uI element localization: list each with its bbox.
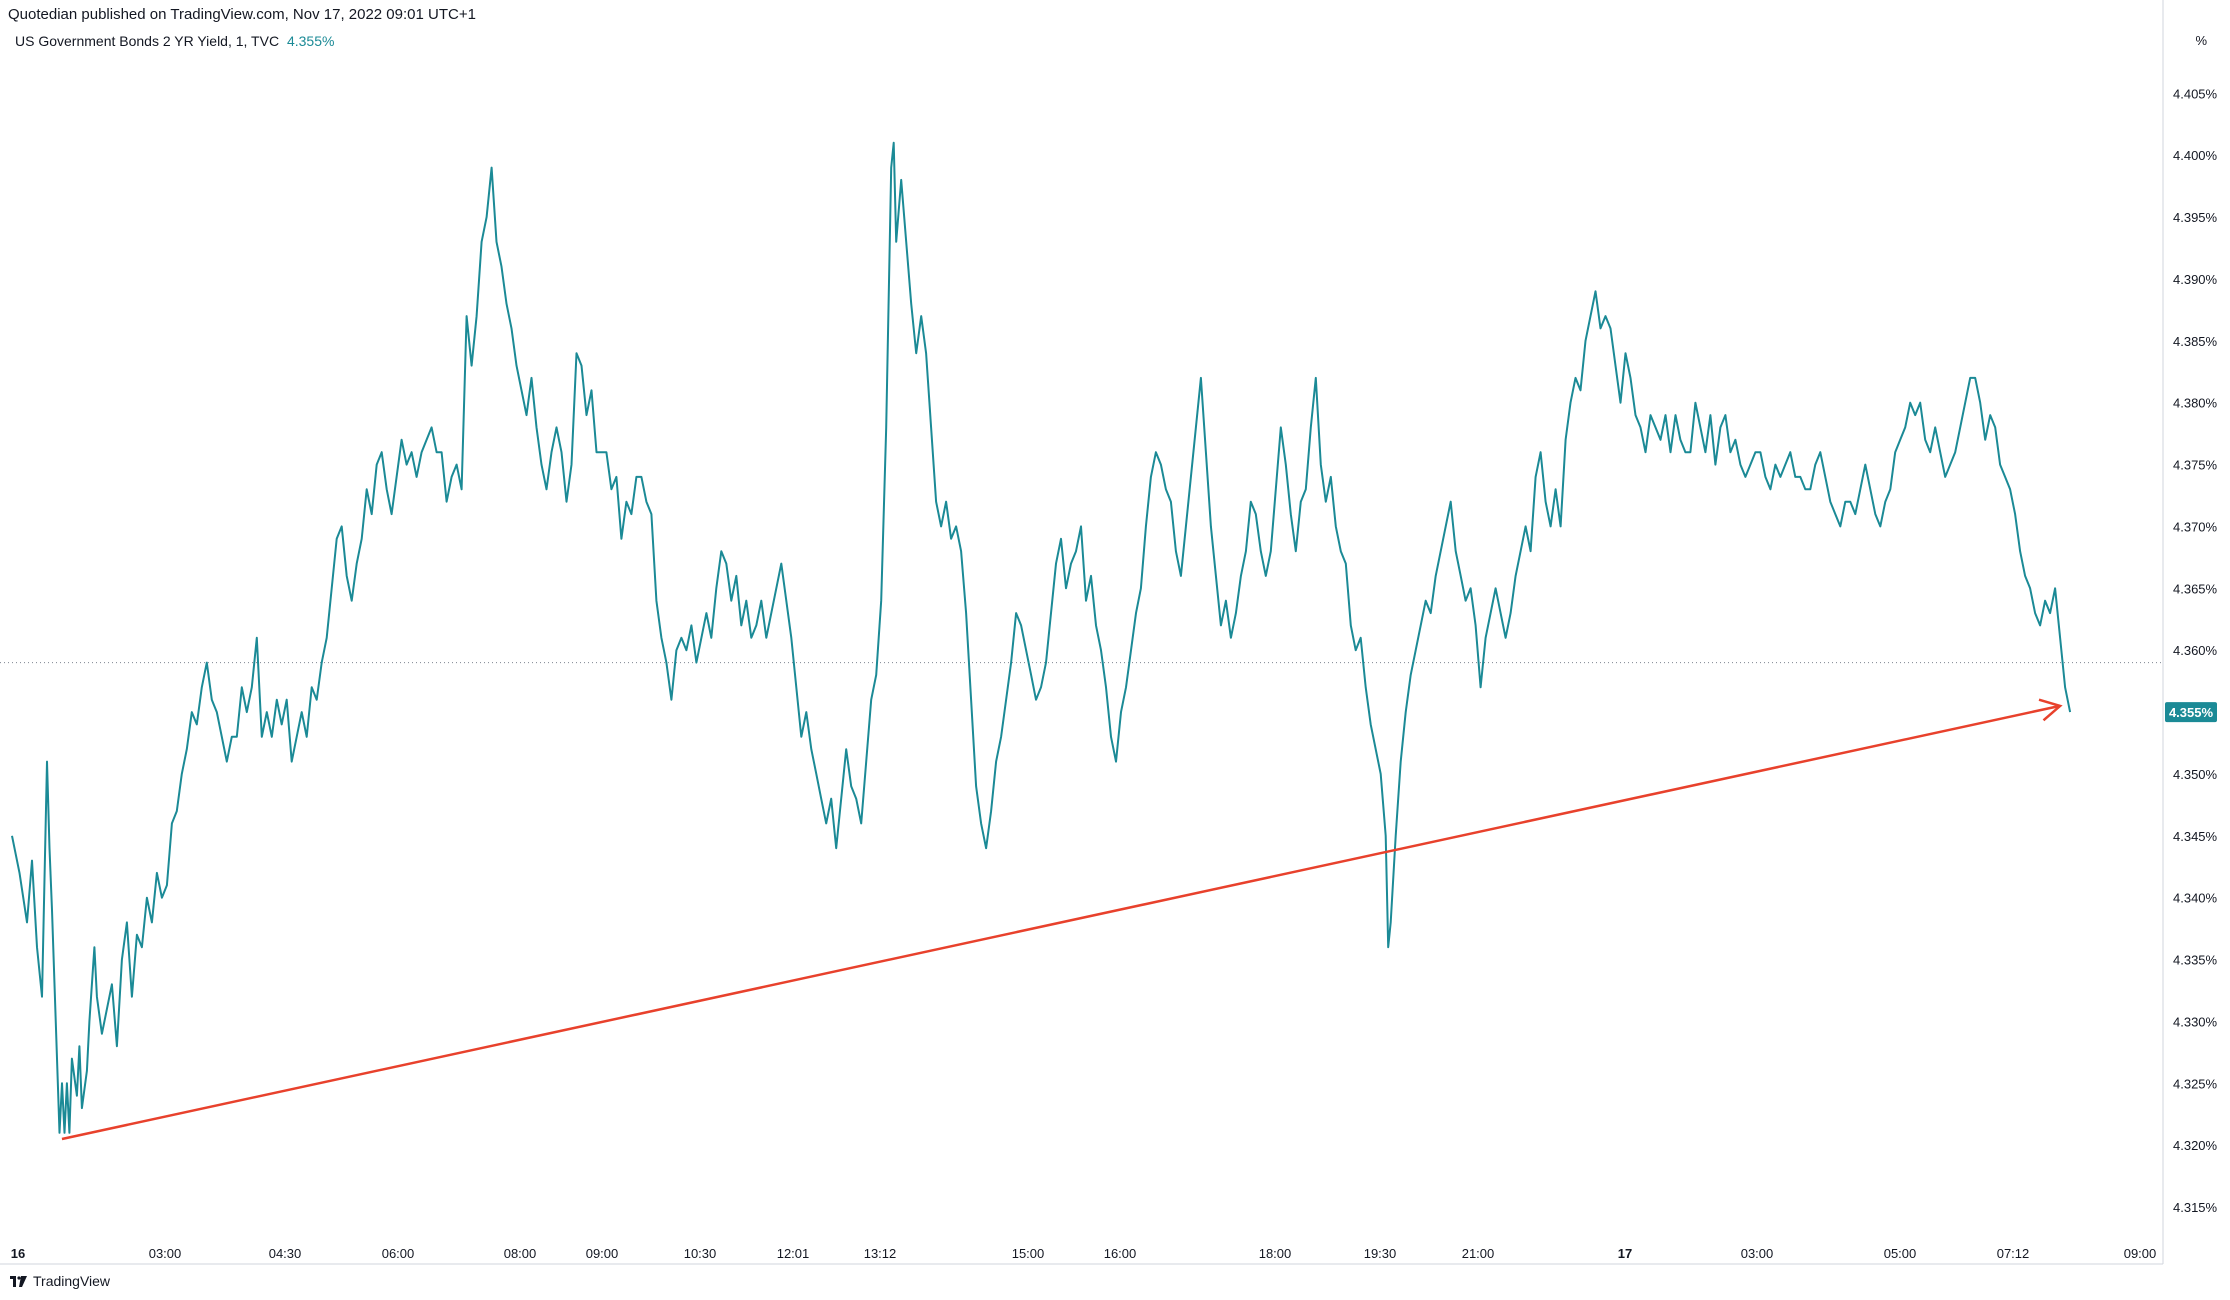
series-line[interactable] (11, 141, 2072, 1134)
y-tick-label: 4.315% (2173, 1200, 2218, 1215)
symbol-name: US Government Bonds 2 YR Yield, 1, TVC (15, 33, 280, 49)
y-tick-label: 4.320% (2173, 1138, 2218, 1153)
x-tick-label: 04:30 (269, 1246, 302, 1261)
x-tick-label: 08:00 (504, 1246, 537, 1261)
x-tick-label: 13:12 (864, 1246, 897, 1261)
x-tick-label: 03:00 (1741, 1246, 1774, 1261)
symbol-title: US Government Bonds 2 YR Yield, 1, TVC 4… (15, 33, 334, 49)
x-tick-label: 06:00 (382, 1246, 415, 1261)
x-tick-label: 05:00 (1884, 1246, 1917, 1261)
price-badge-label: 4.355% (2169, 705, 2214, 720)
y-tick-label: 4.380% (2173, 396, 2218, 411)
y-tick-label: 4.330% (2173, 1014, 2218, 1029)
trend-line[interactable] (61, 704, 2061, 1141)
y-axis-unit: % (2195, 33, 2207, 48)
last-value: 4.355% (286, 33, 335, 49)
y-tick-label: 4.335% (2173, 953, 2218, 968)
tradingview-brand: TradingView (33, 1273, 111, 1289)
tradingview-footer: TradingView (10, 1273, 110, 1289)
y-tick-label: 4.340% (2173, 891, 2218, 906)
y-tick-label: 4.370% (2173, 519, 2218, 534)
y-tick-label: 4.405% (2173, 86, 2218, 101)
trend-line-arrowhead (2038, 698, 2063, 722)
y-tick-label: 4.350% (2173, 767, 2218, 782)
y-tick-label: 4.360% (2173, 643, 2218, 658)
tradingview-logo-icon (10, 1275, 27, 1287)
price-badge-bg (2165, 702, 2217, 723)
x-tick-label: 16:00 (1104, 1246, 1137, 1261)
last-price-badge: 4.355% (2165, 702, 2217, 723)
published-caption: Quotedian published on TradingView.com, … (8, 6, 476, 23)
x-tick-label: 18:00 (1259, 1246, 1292, 1261)
y-tick-label: 4.375% (2173, 458, 2218, 473)
x-tick-label: 19:30 (1364, 1246, 1397, 1261)
y-tick-label: 4.385% (2173, 334, 2218, 349)
y-tick-label: 4.325% (2173, 1076, 2218, 1091)
y-tick-label: 4.365% (2173, 581, 2218, 596)
x-tick-label: 10:30 (684, 1246, 717, 1261)
x-tick-label: 07:12 (1997, 1246, 2030, 1261)
y-tick-label: 4.400% (2173, 148, 2218, 163)
y-axis-ticks: 4.405% 4.400% 4.395% 4.390% 4.385% 4.380% 4.37… (2173, 86, 2218, 1215)
y-tick-label: 4.390% (2173, 272, 2218, 287)
x-tick-label: 03:00 (149, 1246, 182, 1261)
x-tick-label: 21:00 (1462, 1246, 1495, 1261)
x-tick-label: 09:00 (586, 1246, 619, 1261)
x-tick-label: 17 (1618, 1246, 1632, 1261)
x-axis-ticks: 16 03:00 04:30 06:00 08:00 09:00 10:30 12:01 13:… (11, 1246, 2157, 1261)
y-tick-label: 4.345% (2173, 829, 2218, 844)
x-tick-label: 12:01 (777, 1246, 810, 1261)
y-tick-label: 4.395% (2173, 210, 2218, 225)
x-tick-label: 15:00 (1012, 1246, 1045, 1261)
x-tick-label: 09:00 (2124, 1246, 2157, 1261)
x-tick-label: 16 (11, 1246, 25, 1261)
